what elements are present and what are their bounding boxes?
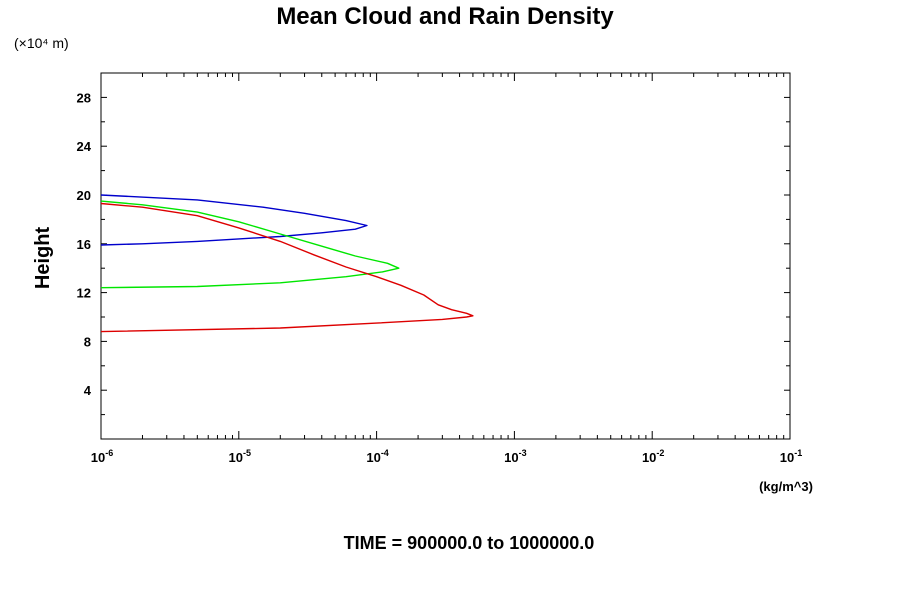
plot-frame	[100, 72, 791, 440]
y-tick-label: 20	[77, 188, 91, 203]
y-tick-label: 24	[77, 139, 92, 154]
series-line-2	[100, 200, 400, 289]
x-axis: 10-6 10-5 10-4 10-3 10-2 10-1	[91, 73, 802, 465]
y-tick-label: 4	[84, 383, 92, 398]
y-tick-label: 12	[77, 286, 91, 301]
x-tick-label: 10-2	[642, 448, 664, 465]
x-tick-label: 10-6	[91, 448, 113, 465]
series-line-3	[100, 202, 474, 333]
x-tick-label: 10-5	[229, 448, 251, 465]
time-range-label: TIME = 900000.0 to 1000000.0	[344, 533, 595, 553]
x-axis-unit-label: (kg/m^3)	[759, 479, 813, 494]
x-tick-label: 10-3	[504, 448, 526, 465]
y-axis-label: Height	[32, 227, 54, 290]
y-tick-label: 16	[77, 237, 91, 252]
y-tick-label: 8	[84, 334, 91, 349]
series-line-1	[100, 194, 368, 246]
y-scale-label: (×10⁴ m)	[14, 35, 69, 51]
series-layer	[100, 194, 474, 333]
chart-title: Mean Cloud and Rain Density	[276, 3, 614, 30]
y-tick-label: 28	[77, 90, 91, 105]
y-axis: 4 8 12 16 20 24 28	[77, 90, 790, 416]
x-tick-label: 10-1	[780, 448, 802, 465]
x-tick-label: 10-4	[366, 448, 388, 465]
